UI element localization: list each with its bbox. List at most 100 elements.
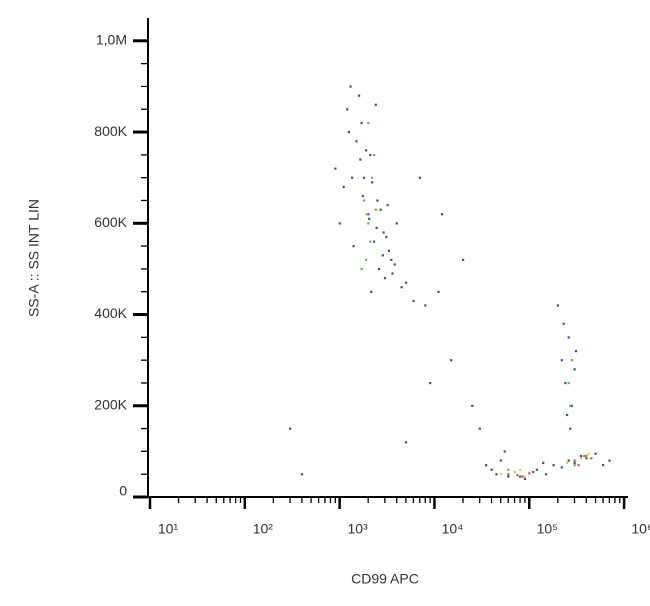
data-point	[523, 475, 527, 478]
data-point	[365, 213, 368, 216]
data-point	[362, 199, 366, 202]
data-point	[424, 304, 427, 307]
data-point	[355, 140, 358, 143]
data-point	[450, 359, 453, 362]
data-point	[608, 459, 611, 462]
data-point	[528, 472, 531, 475]
x-axis-title: CD99 APC	[351, 571, 419, 587]
y-tick-label: 600K	[94, 214, 127, 230]
data-point	[594, 452, 597, 455]
y-tick-label: 800K	[94, 123, 127, 139]
data-point	[560, 359, 563, 362]
data-point	[544, 473, 548, 476]
data-point	[542, 461, 545, 464]
data-point	[338, 222, 341, 225]
data-point	[387, 249, 390, 252]
y-tick-label: 1,0M	[96, 32, 127, 48]
data-point	[513, 470, 516, 474]
data-point	[369, 153, 372, 157]
data-point	[583, 454, 586, 458]
data-point	[347, 131, 351, 134]
data-point	[440, 213, 444, 216]
data-point	[570, 404, 573, 407]
data-point	[360, 267, 363, 271]
data-point	[400, 286, 403, 289]
data-point	[386, 204, 389, 207]
data-point	[367, 213, 370, 216]
data-point	[437, 290, 440, 293]
data-point	[585, 454, 588, 458]
data-point	[565, 461, 569, 464]
data-point	[334, 167, 337, 170]
data-point	[383, 277, 387, 280]
x-tick-label: 10⁶	[631, 521, 650, 537]
data-point	[503, 450, 506, 453]
data-point	[560, 466, 563, 469]
data-point	[570, 359, 573, 362]
data-point	[532, 470, 535, 474]
data-point	[562, 322, 565, 325]
y-tick-label: 200K	[94, 396, 127, 412]
data-point	[535, 468, 538, 471]
data-point	[385, 235, 388, 239]
data-point	[372, 240, 376, 243]
data-point	[461, 258, 465, 261]
data-point	[342, 185, 345, 188]
data-point	[579, 457, 583, 460]
data-point	[499, 473, 502, 476]
x-tick-label: 10⁵	[537, 521, 558, 537]
data-point	[390, 258, 393, 261]
data-point	[349, 85, 352, 88]
data-point	[391, 272, 394, 275]
data-point	[350, 176, 354, 179]
data-point	[507, 475, 510, 478]
data-point	[374, 208, 377, 211]
data-point	[418, 176, 421, 179]
x-tick-label: 10¹	[158, 521, 179, 537]
data-point	[352, 245, 355, 248]
data-point	[564, 381, 567, 385]
data-point	[404, 281, 408, 284]
data-point	[590, 457, 593, 460]
data-point	[523, 477, 527, 480]
data-point	[381, 254, 384, 257]
data-point	[585, 457, 588, 460]
data-point	[362, 176, 366, 179]
data-point	[573, 461, 576, 464]
data-point	[587, 452, 590, 455]
data-point	[361, 194, 364, 198]
data-point	[368, 217, 371, 220]
data-point	[289, 427, 292, 430]
data-point	[377, 267, 381, 271]
data-point	[376, 199, 379, 202]
data-point	[370, 290, 373, 293]
data-point	[567, 459, 570, 462]
data-point	[300, 473, 304, 476]
data-point	[499, 459, 502, 462]
data-point	[360, 121, 363, 125]
data-point	[507, 468, 510, 471]
data-point	[365, 149, 368, 152]
data-point	[573, 368, 576, 371]
data-point	[471, 404, 474, 407]
data-point	[371, 181, 374, 184]
x-tick-label: 10²	[253, 521, 274, 537]
data-point	[573, 464, 576, 467]
y-tick-label: 400K	[94, 305, 127, 321]
data-point	[569, 427, 572, 430]
data-point	[521, 475, 524, 478]
data-point	[574, 350, 578, 353]
data-point	[346, 108, 349, 111]
y-axis-title: SS-A :: SS INT LIN	[26, 199, 42, 317]
data-point	[485, 464, 488, 467]
data-point	[478, 427, 481, 430]
data-point	[359, 158, 362, 161]
data-point	[395, 222, 398, 225]
data-point	[519, 468, 522, 471]
data-point	[567, 381, 570, 385]
data-point	[374, 103, 377, 106]
data-point	[382, 231, 385, 234]
data-point	[507, 473, 510, 476]
x-tick-label: 10⁴	[442, 521, 464, 537]
